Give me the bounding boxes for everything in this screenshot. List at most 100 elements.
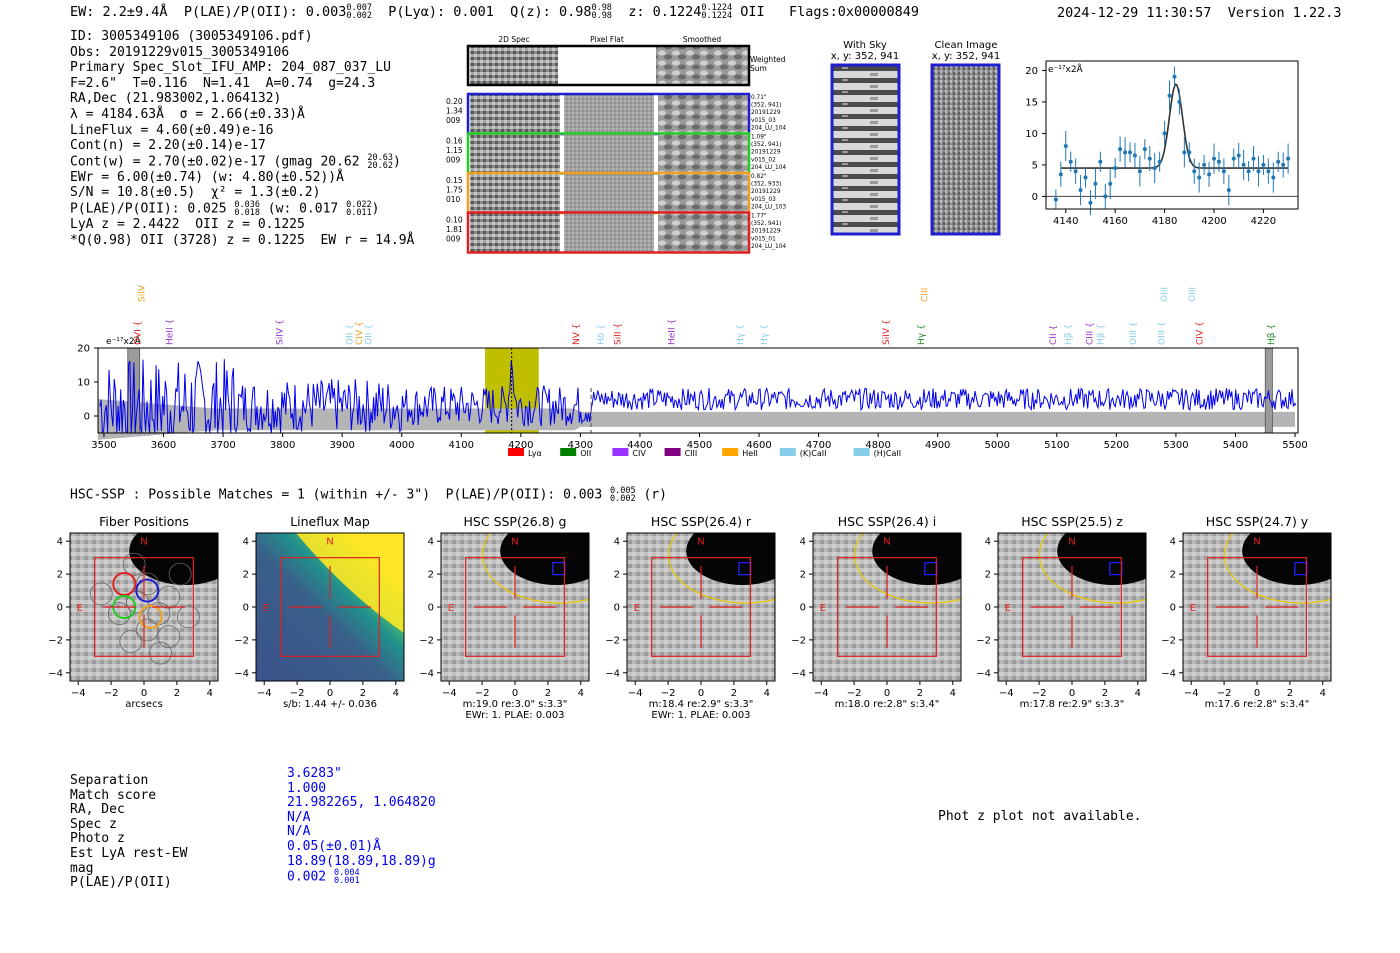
match-value: 0.002 0.004 0.001 [287, 868, 360, 887]
cutout-meta: 204_LU_104 [751, 165, 786, 171]
legend-swatch [664, 448, 681, 456]
fit-point [1053, 197, 1058, 202]
east-marker: E [448, 603, 454, 614]
photz-note: Phot z plot not available. [938, 809, 1142, 824]
panel-ytick-label: −4 [1161, 668, 1176, 679]
match-value: 21.982265, 1.064820 [287, 795, 436, 811]
with-sky-xy: x, y: 352, 941 [831, 51, 900, 62]
catalog-ellipse [853, 533, 961, 604]
spectrum-xtick-label: 4000 [389, 440, 414, 451]
fit-point [1212, 156, 1216, 161]
panel-caption: s/b: 1.44 +/- 0.036 [283, 699, 377, 710]
full-spectrum-chart: 3500 3600 3700 3800 3900 4000 4100 4200 4300 4400… [77, 284, 1307, 458]
bright-galaxy [872, 533, 961, 585]
match-value: N/A [287, 824, 311, 840]
fit-unit-label: e⁻¹⁷x2Å [1048, 63, 1084, 75]
panel-xtick-label: 2 [731, 688, 737, 699]
emission-line-label: SiII { [613, 323, 623, 345]
bright-galaxy [1242, 533, 1331, 585]
ra-dec: RA,Dec (21.983002,1.064132) [70, 91, 282, 107]
fit-point [1128, 150, 1132, 155]
fit-point [1251, 156, 1256, 161]
panel-title: Fiber Positions [99, 514, 189, 529]
lya-oii-redshift: LyA z = 2.4422 OII z = 0.1225 [70, 217, 305, 233]
match-value: 3.6283" [287, 766, 342, 781]
fit-point [1231, 156, 1236, 161]
emission-line-label: OII { [364, 324, 374, 345]
fit-point [1132, 153, 1137, 158]
plae-lo: 0.002 [346, 11, 372, 21]
panel-title: HSC SSP(26.4) r [651, 514, 752, 529]
panel-xtick-label: −2 [847, 688, 862, 699]
panel-ytick-label: 2 [243, 570, 249, 581]
panel-xtick-label: −4 [71, 688, 86, 699]
clean-image-xy: x, y: 352, 941 [932, 51, 1001, 62]
panel-ytick-label: 4 [614, 537, 620, 548]
panel-image: NE [441, 533, 589, 681]
legend-swatch [560, 448, 577, 456]
wavelength-sigma: λ = 4184.63Å σ = 2.66(±0.33)Å [70, 106, 305, 122]
match-value: N/A [287, 809, 311, 825]
emission-line-label: OIII { [1129, 321, 1139, 345]
emission-line-label: Hβ { [1064, 324, 1074, 345]
emission-line-label: HeII { [667, 319, 677, 345]
panel-xtick-label: 4 [393, 688, 399, 699]
panel-ytick-label: 2 [985, 570, 991, 581]
spectrum-xtick-label: 5200 [1104, 440, 1129, 451]
fit-point [1123, 150, 1128, 155]
fit-xtick-label: 4220 [1251, 216, 1276, 227]
panel-xtick-label: 0 [698, 688, 704, 699]
spectrum-frame [97, 347, 1299, 434]
north-marker: N [326, 537, 333, 548]
plya-value: P(Lyα): 0.001 [388, 4, 494, 20]
cutout-stat: 010 [446, 195, 461, 204]
panel-ytick-label: −4 [419, 668, 434, 679]
legend-label: CIV [632, 449, 646, 458]
catalog-ellipse [481, 533, 589, 604]
cutout-smooth [658, 134, 748, 173]
panel-ytick-label: −2 [419, 635, 434, 646]
north-marker: N [511, 537, 518, 548]
emission-line-label: CIV { [355, 321, 365, 345]
panel-caption-2: EWr: 1. PLAE: 0.003 [465, 710, 564, 721]
panel-ytick-label: −4 [791, 668, 806, 679]
cutout-meta: 20191229 [751, 189, 781, 195]
panel-ytick-label: 4 [428, 537, 434, 548]
panel-ytick-label: 4 [243, 537, 249, 548]
legend-swatch [612, 448, 629, 456]
fit-point [1063, 144, 1068, 149]
emission-line-label: Hγ { [917, 324, 927, 345]
fiber-circle [135, 618, 159, 642]
panel-xtick-label: 4 [764, 688, 770, 699]
panel-xtick-label: 0 [141, 688, 147, 699]
legend-swatch [722, 448, 739, 456]
panel-xtick-label: 2 [360, 688, 366, 699]
match-label: RA, Dec [70, 802, 125, 818]
legend-item: CIII [664, 448, 697, 458]
panel-ytick-label: 4 [800, 537, 806, 548]
weighted-flat [558, 47, 656, 84]
match-label: mag [70, 860, 94, 876]
panel-xtick-label: 2 [1102, 688, 1108, 699]
legend-label: HeII [742, 449, 758, 458]
fit-point [1152, 166, 1157, 171]
panel-ytick-label: −4 [234, 668, 249, 679]
cutout-meta: v015_01 [751, 236, 776, 242]
aperture-square [837, 557, 937, 657]
fiber-circle [135, 572, 159, 596]
fit-point [1098, 159, 1103, 164]
east-marker: E [1005, 603, 1011, 614]
panel-ytick-label: −4 [48, 668, 63, 679]
panel-xtick-label: −4 [1184, 688, 1199, 699]
qz-hi: 0.98 [591, 3, 612, 13]
contw-hi: 20.63 [367, 152, 394, 163]
panel-xtick-label: −2 [1032, 688, 1047, 699]
panel-ytick-label: 0 [800, 603, 806, 614]
emission-line-label: CIII { [1086, 322, 1096, 345]
spectrum-xtick-label: 4500 [687, 440, 712, 451]
spectrum-xtick-label: 5500 [1282, 440, 1307, 451]
panel-title: HSC SSP(26.4) i [838, 514, 936, 529]
cutout-stat: 0.20 [446, 97, 463, 106]
spectrum-xtick-label: 5100 [1044, 440, 1069, 451]
